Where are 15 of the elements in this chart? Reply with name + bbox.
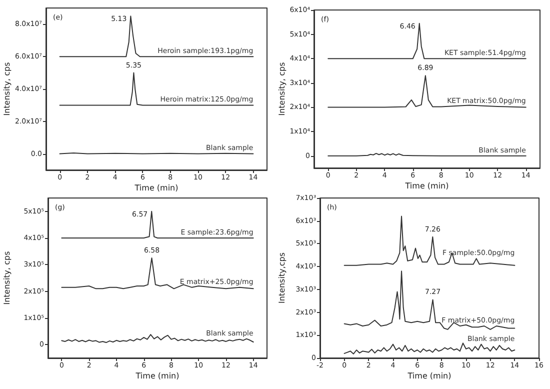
y-axis-title: Intensity, cps <box>2 251 12 305</box>
line-series <box>61 258 254 290</box>
line-series <box>328 22 526 60</box>
y-axis-title: Intensity,cps <box>278 252 286 304</box>
line-series <box>344 342 516 354</box>
x-axis-title: Time (min) <box>134 372 180 380</box>
x-axis-title: Time (min) <box>134 184 178 192</box>
x-axis-title: Time (min) <box>404 182 449 190</box>
line-series <box>328 75 526 108</box>
line-series <box>59 72 254 106</box>
y-axis-title: Intensity, cps <box>278 62 286 116</box>
line-series <box>344 216 516 266</box>
x-axis-title: Time (min) <box>406 372 452 380</box>
line-series <box>344 270 516 330</box>
y-axis-title: Intensity, cps <box>2 62 12 116</box>
